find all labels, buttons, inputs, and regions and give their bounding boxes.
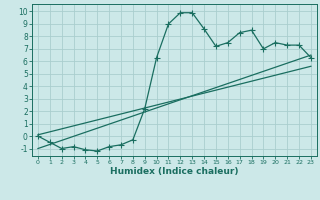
- X-axis label: Humidex (Indice chaleur): Humidex (Indice chaleur): [110, 167, 239, 176]
